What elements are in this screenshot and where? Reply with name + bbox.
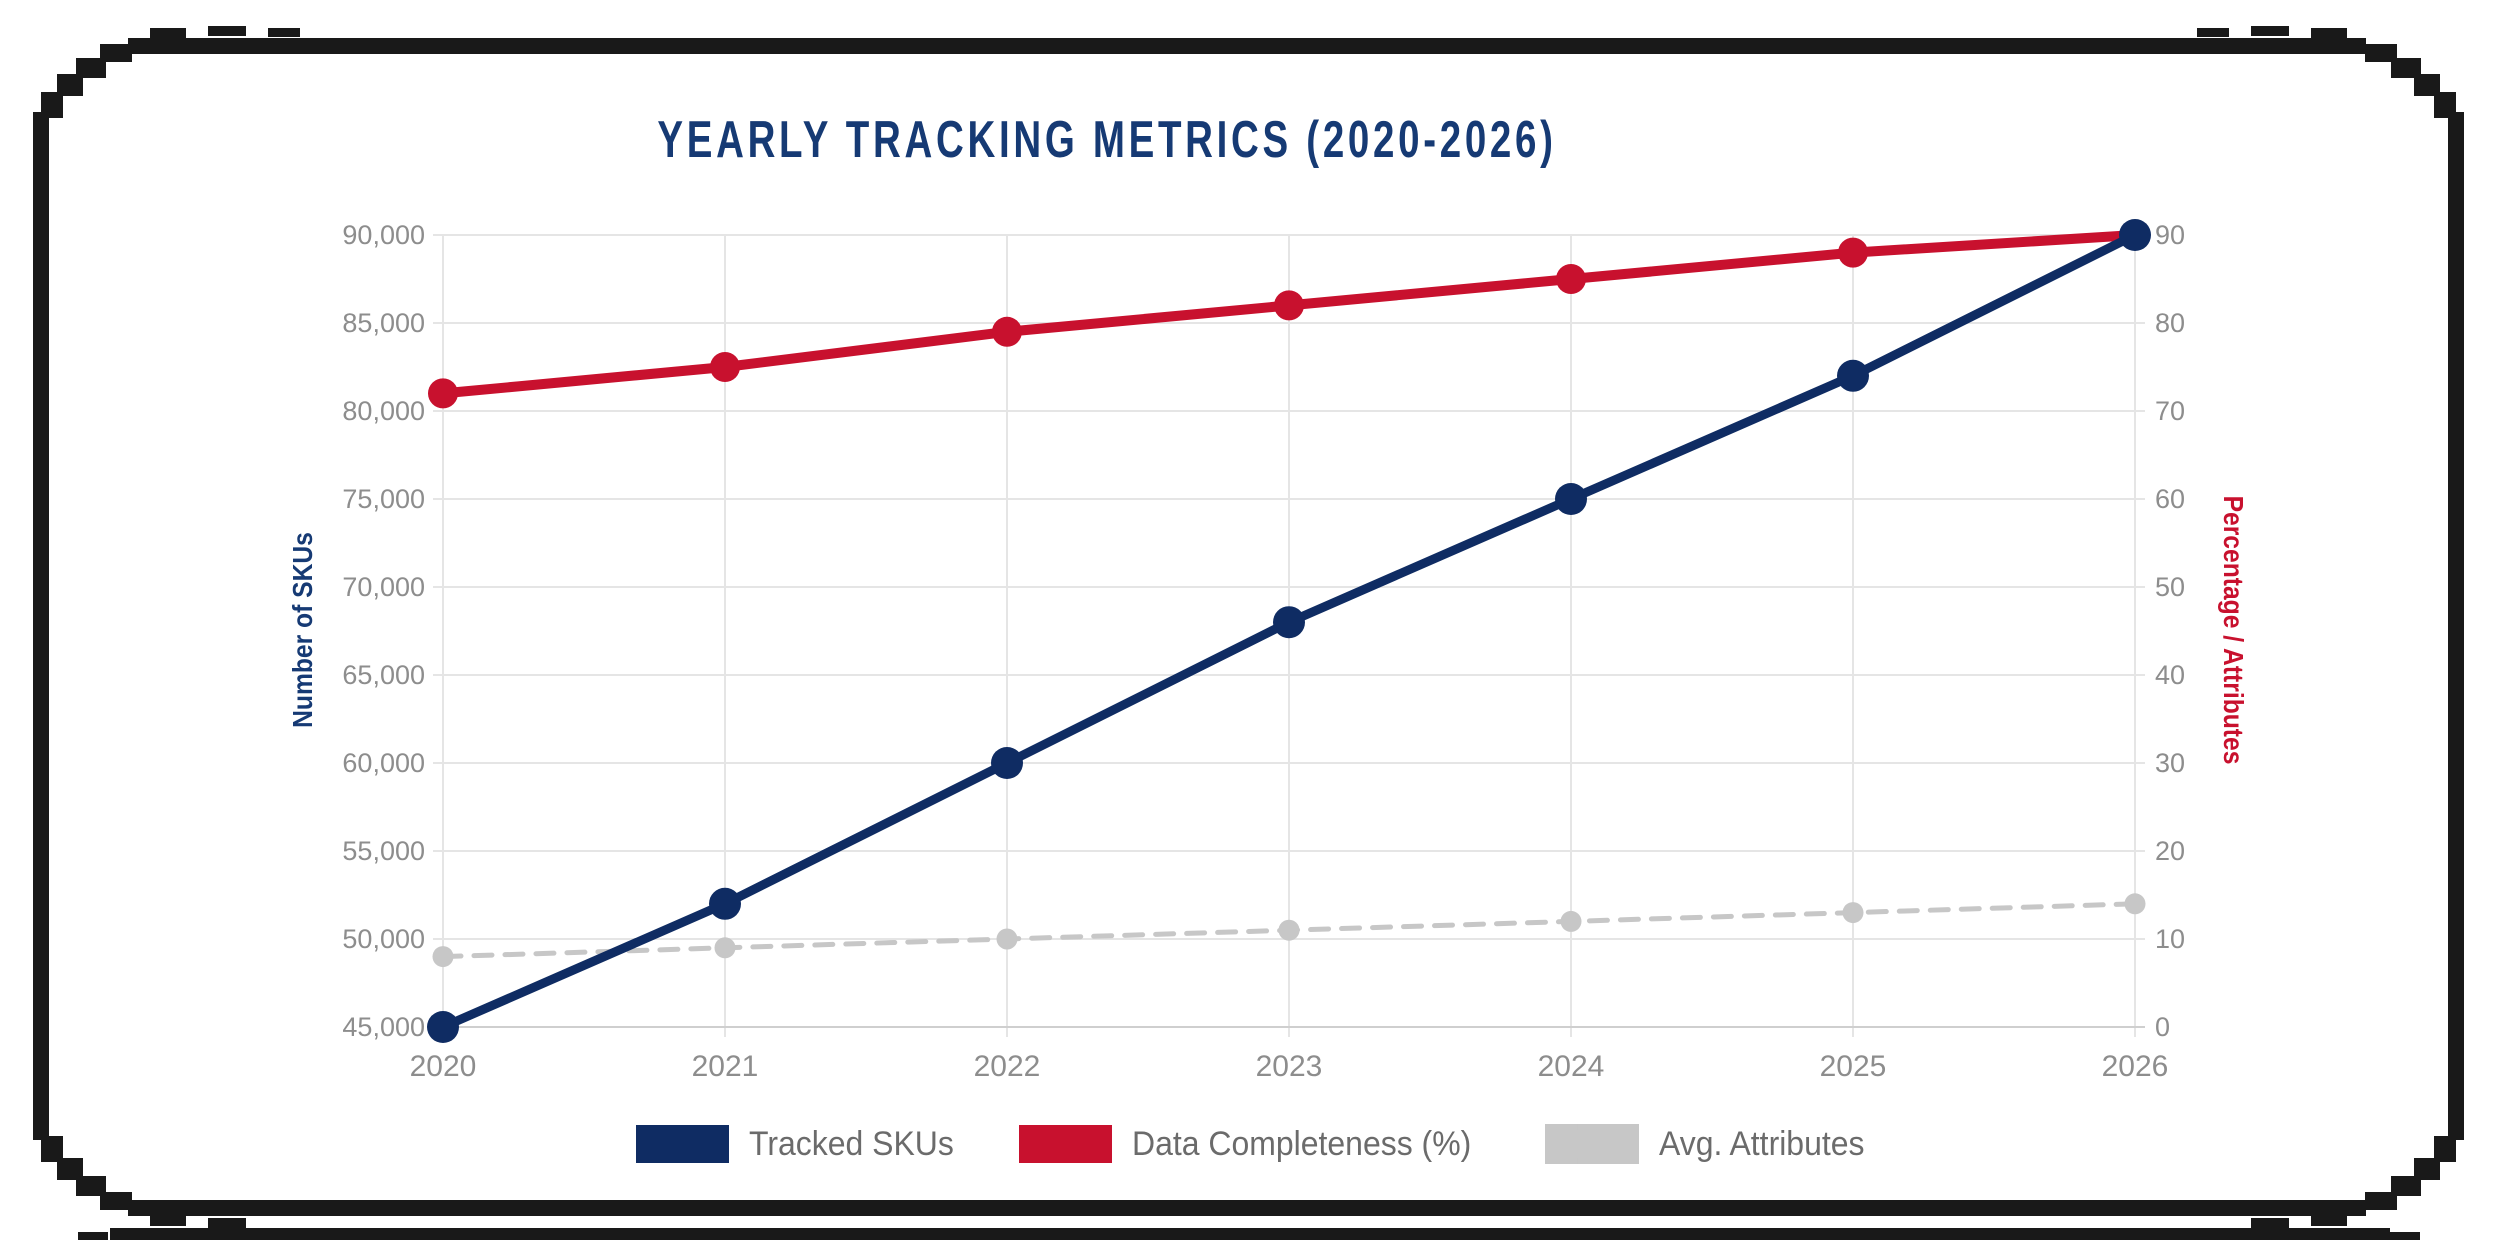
- legend-swatch-tracked-skus: [636, 1125, 730, 1163]
- data-point-data-completeness-2024[interactable]: [1556, 264, 1586, 294]
- tick-labels: 45,000 50,000 55,000 60,000 65,000 70,000 75,0…: [342, 220, 2185, 1083]
- left-tick-label: 80,000: [342, 396, 425, 426]
- left-axis-title: Number of SKUs: [287, 532, 318, 728]
- right-tick-label: 70: [2155, 396, 2185, 426]
- chart-title: YEARLY TRACKING METRICS (2020-2026): [657, 111, 1557, 169]
- left-tick-label: 45,000: [342, 1012, 425, 1042]
- legend-swatch-avg-attributes: [1545, 1124, 1640, 1164]
- data-point-avg-attributes-2021[interactable]: [714, 937, 736, 959]
- left-tick-label: 65,000: [342, 660, 425, 690]
- right-tick-label: 80: [2155, 308, 2185, 338]
- x-tick-label: 2026: [2102, 1050, 2169, 1083]
- legend-item-tracked-skus[interactable]: Tracked SKUs: [636, 1125, 967, 1164]
- legend-item-avg-attributes[interactable]: Avg. Attributes: [1545, 1124, 1878, 1164]
- chart-legend: Tracked SKUs Data Completeness (%) Avg. …: [636, 1100, 1865, 1188]
- data-point-tracked-skus-2022[interactable]: [991, 747, 1023, 779]
- data-point-tracked-skus-2020[interactable]: [427, 1011, 459, 1043]
- data-point-data-completeness-2020[interactable]: [428, 378, 458, 409]
- left-tick-label: 90,000: [342, 220, 425, 250]
- data-point-tracked-skus-2021[interactable]: [709, 887, 741, 920]
- right-tick-label: 40: [2155, 660, 2185, 690]
- data-point-avg-attributes-2023[interactable]: [1278, 919, 1300, 941]
- right-tick-label: 30: [2155, 748, 2185, 778]
- left-tick-label: 60,000: [342, 748, 425, 778]
- x-tick-label: 2025: [1820, 1050, 1887, 1083]
- data-point-tracked-skus-2024[interactable]: [1555, 483, 1587, 515]
- left-tick-label: 50,000: [342, 924, 425, 954]
- right-tick-label: 90: [2155, 220, 2185, 250]
- right-tick-label: 0: [2155, 1012, 2170, 1042]
- x-tick-label: 2022: [974, 1050, 1041, 1083]
- x-tick-label: 2024: [1538, 1050, 1605, 1083]
- right-tick-label: 10: [2155, 924, 2185, 954]
- data-point-tracked-skus-2023[interactable]: [1273, 606, 1305, 639]
- data-point-tracked-skus-2026[interactable]: [2119, 219, 2151, 251]
- data-point-data-completeness-2025[interactable]: [1838, 237, 1868, 268]
- data-point-avg-attributes-2022[interactable]: [996, 928, 1018, 950]
- data-point-tracked-skus-2025[interactable]: [1837, 359, 1869, 392]
- right-tick-label: 20: [2155, 836, 2185, 866]
- x-tick-label: 2020: [410, 1050, 477, 1083]
- x-tick-label: 2021: [692, 1050, 759, 1083]
- data-point-avg-attributes-2026[interactable]: [2124, 893, 2146, 915]
- legend-label: Tracked SKUs: [749, 1124, 955, 1163]
- right-tick-label: 60: [2155, 484, 2185, 514]
- data-point-data-completeness-2023[interactable]: [1274, 290, 1304, 321]
- right-axis-title: Percentage / Attributes: [2218, 495, 2249, 765]
- left-tick-label: 55,000: [342, 836, 425, 866]
- legend-item-data-completeness[interactable]: Data Completeness (%): [1019, 1125, 1493, 1164]
- data-point-data-completeness-2021[interactable]: [710, 352, 740, 382]
- x-tick-label: 2023: [1256, 1050, 1323, 1083]
- left-tick-label: 70,000: [342, 572, 425, 602]
- legend-swatch-data-completeness: [1019, 1125, 1113, 1163]
- data-point-data-completeness-2022[interactable]: [992, 316, 1022, 347]
- right-tick-label: 50: [2155, 572, 2185, 602]
- legend-label: Avg. Attributes: [1659, 1124, 1865, 1163]
- data-point-avg-attributes-2020[interactable]: [432, 946, 454, 968]
- left-tick-label: 75,000: [342, 484, 425, 514]
- legend-label: Data Completeness (%): [1132, 1124, 1472, 1163]
- data-point-avg-attributes-2025[interactable]: [1842, 902, 1864, 924]
- left-tick-label: 85,000: [342, 308, 425, 338]
- data-point-avg-attributes-2024[interactable]: [1560, 910, 1582, 932]
